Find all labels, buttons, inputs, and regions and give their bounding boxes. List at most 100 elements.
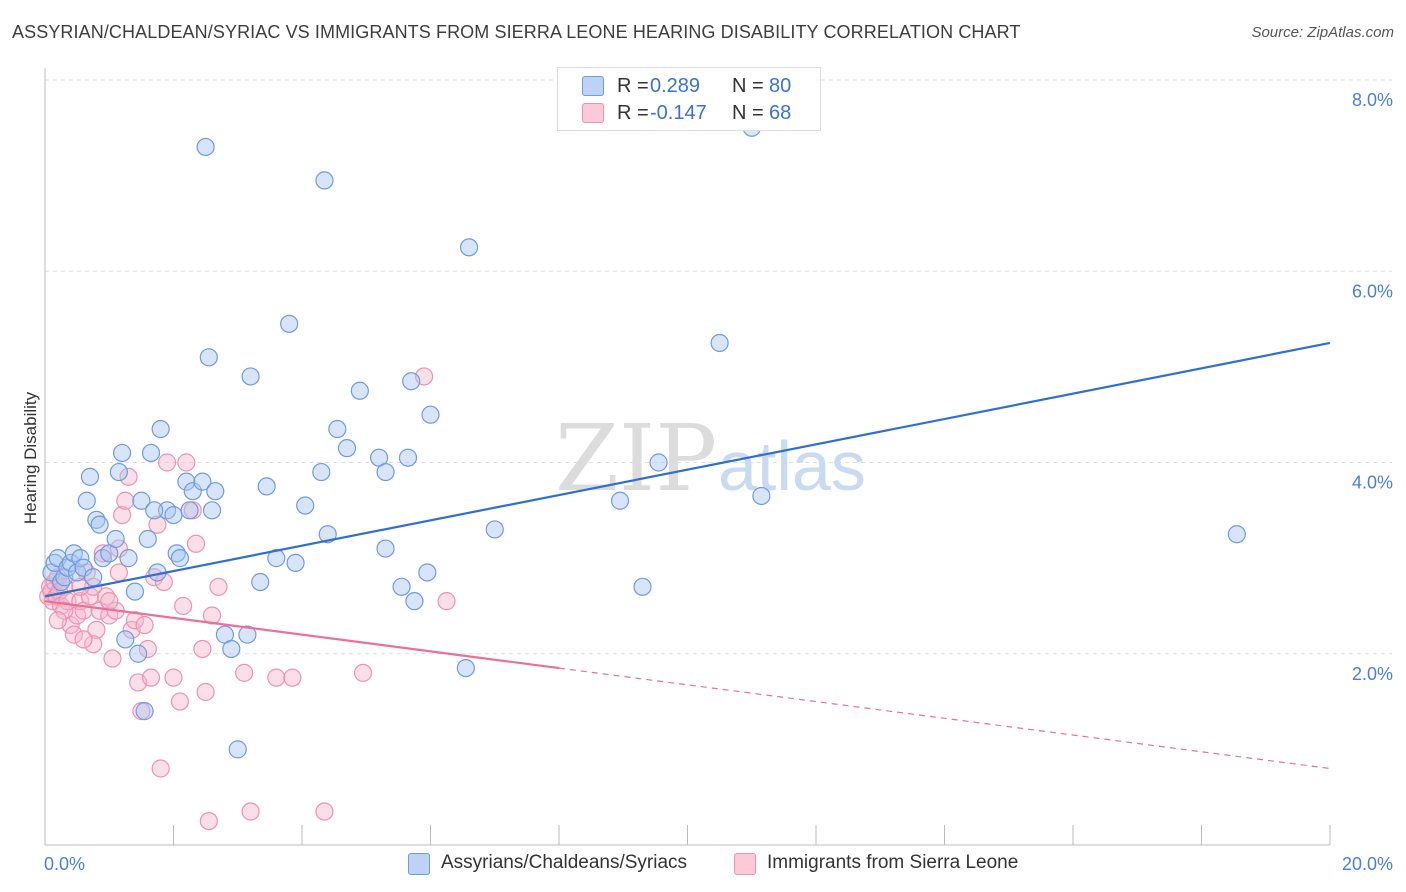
assyrian-point	[106, 529, 125, 549]
series-assyrian-points	[42, 118, 1246, 759]
trend-lines	[44, 341, 1331, 770]
sierra-leone-point	[157, 453, 177, 472]
sierra-leone-point	[164, 668, 183, 687]
watermark-zip: ZIP	[555, 405, 717, 512]
assyrian-point	[392, 577, 411, 596]
series-name-assyrian: Assyrians/Chaldeans/Syriacs	[441, 852, 688, 873]
sierra-leone-point	[235, 663, 254, 682]
assyrian-point	[77, 491, 96, 510]
gridlines	[45, 79, 1392, 655]
sierra-leone-point	[174, 596, 193, 616]
assyrian-point	[649, 453, 668, 472]
assyrian-point	[241, 367, 260, 386]
assyrian-point	[418, 563, 437, 582]
assyrian-point	[222, 639, 241, 659]
assyrian-point	[129, 644, 148, 663]
sierra-leone-point	[141, 668, 161, 687]
sierra-leone-point	[100, 592, 119, 611]
assyrian-point	[183, 482, 202, 501]
assyrian-point	[376, 462, 395, 482]
sierra-leone-trend-extension	[558, 667, 1331, 770]
sierra-leone-point	[109, 563, 128, 582]
series-name-sierra-leone: Immigrants from Sierra Leone	[767, 852, 1019, 873]
assyrian-point	[90, 515, 109, 534]
sierra-leone-point	[353, 663, 373, 682]
sierra-leone-point	[241, 802, 260, 821]
assyrian-point	[280, 314, 299, 333]
sierra-leone-point	[84, 635, 103, 654]
series-swatch-pink	[734, 853, 756, 875]
assyrian-point	[633, 577, 652, 596]
assyrian-point	[318, 525, 337, 544]
sierra-leone-point	[48, 611, 67, 630]
sierra-leone-point	[148, 515, 167, 534]
y-tick-label: 6.0%	[1352, 281, 1393, 301]
axes	[44, 68, 1331, 846]
sierra-leone-point	[267, 668, 286, 687]
assyrian-point	[132, 491, 151, 510]
assyrian-point	[180, 501, 199, 520]
sierra-leone-point	[193, 639, 212, 659]
assyrian-point	[286, 553, 305, 573]
sierra-leone-point	[74, 630, 93, 649]
assyrian-point	[267, 549, 286, 568]
assyrian-point	[710, 333, 729, 353]
assyrian-point	[206, 482, 225, 501]
assyrian-point	[135, 702, 154, 721]
y-axis-label: Hearing Disability	[21, 391, 40, 524]
legend-n-value: 80	[769, 75, 792, 97]
assyrian-point	[119, 549, 138, 568]
chart-title: ASSYRIAN/CHALDEAN/SYRIAC VS IMMIGRANTS F…	[12, 22, 1021, 42]
sierra-leone-point	[116, 491, 135, 510]
assyrian-point	[312, 462, 331, 482]
assyrian-point	[405, 592, 424, 611]
sierra-leone-point	[209, 577, 228, 596]
legend-n-label: N =	[732, 102, 764, 124]
assyrian-point	[485, 520, 504, 539]
y-tick-label: 4.0%	[1352, 473, 1393, 493]
legend-swatch-blue	[582, 76, 604, 96]
legend-r-value: 0.289	[650, 75, 701, 97]
sierra-leone-point	[315, 802, 334, 821]
assyrian-point	[193, 472, 212, 491]
assyrian-point	[125, 582, 145, 601]
assyrian-point	[177, 472, 196, 491]
sierra-leone-trend-line	[44, 600, 560, 670]
sierra-leone-point	[196, 682, 215, 702]
sierra-leone-point	[87, 620, 106, 639]
legend-row-assyrian: R = 0.289 N = 80	[558, 73, 820, 99]
assyrian-point	[164, 505, 183, 525]
legend-swatch-pink	[582, 103, 604, 123]
assyrian-point	[421, 405, 440, 424]
y-tick-label: 2.0%	[1352, 664, 1393, 684]
assyrian-point	[257, 477, 276, 496]
legend-r-label: R =	[617, 102, 649, 124]
legend-n-value: 68	[769, 102, 792, 124]
assyrian-point	[251, 572, 270, 592]
assyrian-trend-line	[44, 341, 1331, 598]
legend-r-label: R =	[617, 75, 649, 97]
assyrian-point	[238, 625, 257, 644]
assyrian-point	[1227, 525, 1246, 544]
sierra-leone-point	[199, 811, 218, 831]
assyrian-point	[752, 486, 771, 506]
assyrian-point	[109, 462, 128, 482]
assyrian-point	[170, 549, 190, 568]
sierra-leone-point	[103, 649, 122, 668]
assyrian-point	[138, 529, 157, 549]
x-tick-label: 0.0%	[44, 854, 85, 874]
assyrian-point	[202, 501, 222, 520]
assyrian-point	[151, 419, 170, 439]
assyrian-point	[199, 348, 218, 367]
assyrian-point	[74, 558, 93, 577]
sierra-leone-point	[119, 467, 138, 486]
assyrian-point	[145, 501, 164, 520]
sierra-leone-point	[186, 534, 206, 553]
watermark: ZIP atlas	[555, 405, 866, 512]
assyrian-point	[112, 443, 132, 463]
assyrian-point	[296, 496, 315, 515]
assyrian-point	[337, 439, 357, 458]
x-tick-label: 20.0%	[1342, 854, 1393, 874]
assyrian-point	[228, 740, 247, 759]
